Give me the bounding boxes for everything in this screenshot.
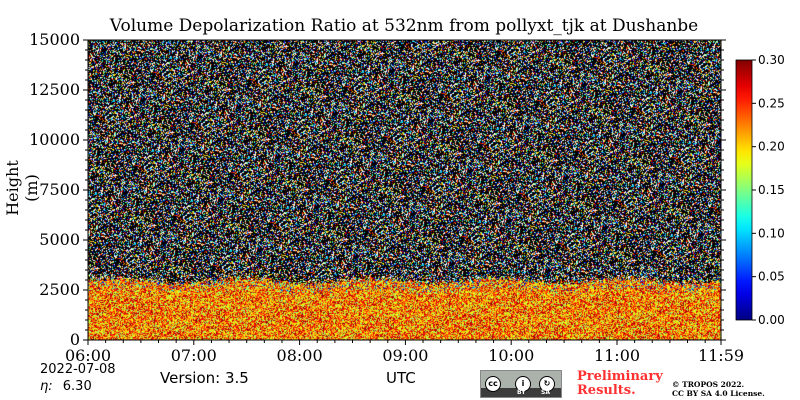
- y-tick-label: 10000: [29, 130, 80, 149]
- colorbar-tick-label: 0.20: [758, 140, 785, 154]
- preliminary-results-note: Preliminary Results.: [577, 370, 663, 398]
- x-tick-label: 08:00: [277, 346, 323, 365]
- eta-value: 6.30: [62, 379, 92, 394]
- version-label: Version: 3.5: [160, 369, 249, 387]
- cc-license-badge: cc i ↻ BY SA: [480, 370, 562, 398]
- y-tick-label: 7500: [39, 180, 80, 199]
- preliminary-line-1: Preliminary: [577, 369, 663, 384]
- colorbar-tick-label: 0.15: [758, 183, 785, 197]
- x-axis-label: UTC: [386, 369, 416, 387]
- copyright-note: © TROPOS 2022. CC BY SA 4.0 License.: [672, 380, 765, 398]
- colorbar-tick-label: 0.30: [758, 53, 785, 67]
- colorbar-tick-label: 0.25: [758, 96, 785, 110]
- y-tick-label: 5000: [39, 230, 80, 249]
- copyright-line-2: CC BY SA 4.0 License.: [672, 389, 765, 398]
- depolarization-heatmap: [88, 40, 721, 340]
- chart-title: Volume Depolarization Ratio at 532nm fro…: [109, 16, 699, 36]
- x-tick-label: 06:00: [65, 346, 111, 365]
- x-tick-label: 10:00: [488, 346, 534, 365]
- preliminary-line-2: Results.: [577, 383, 636, 398]
- y-axis-label: Height (m): [3, 160, 41, 216]
- y-tick-label: 15000: [29, 30, 80, 49]
- y-axis: 0 2500 5000 7500 10000 12500 15000: [29, 30, 726, 349]
- x-tick-label: 09:00: [382, 346, 428, 365]
- by-attribution-icon: i: [515, 376, 531, 392]
- y-tick-label: 2500: [39, 280, 80, 299]
- y-tick-label: 0: [70, 330, 80, 349]
- cc-icon: cc: [485, 376, 501, 392]
- copyright-line-1: © TROPOS 2022.: [672, 380, 745, 389]
- colorbar-tick-label: 0.05: [758, 270, 785, 284]
- share-alike-icon: ↻: [539, 376, 555, 392]
- x-tick-label: 07:00: [171, 346, 217, 365]
- eta-symbol: η:: [40, 379, 53, 394]
- colorbar-gradient: [735, 59, 753, 321]
- x-tick-label: 11:59: [698, 346, 744, 365]
- plot-area: [87, 39, 722, 341]
- measurement-date: 2022-07-08: [40, 362, 116, 377]
- colorbar-tick-label: 0.00: [758, 313, 785, 327]
- x-tick-label: 11:00: [594, 346, 640, 365]
- y-tick-label: 12500: [29, 80, 80, 99]
- eta-readout: η: 6.30: [40, 379, 92, 394]
- cc-sa-label: SA: [541, 389, 550, 396]
- x-axis: 06:00 07:00 08:00 09:00 10:00 11:00 11:59: [65, 40, 744, 365]
- cc-by-label: BY: [517, 389, 526, 396]
- colorbar-tick-label: 0.10: [758, 226, 785, 240]
- colorbar: 0.00 0.05 0.10 0.15 0.20 0.25 0.30: [735, 53, 785, 327]
